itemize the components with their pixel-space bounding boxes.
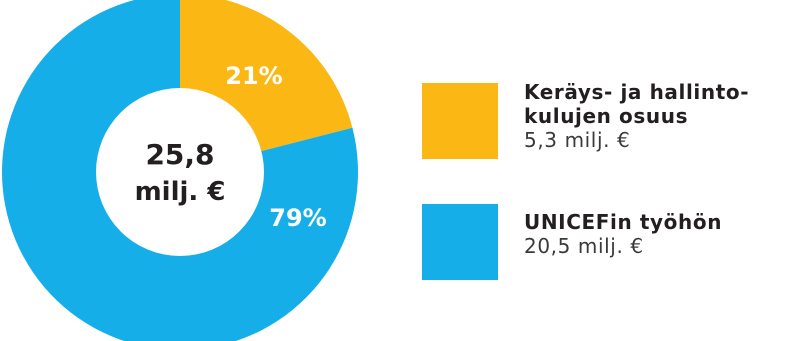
legend-swatch [422, 83, 498, 159]
donut-slice [2, 0, 358, 341]
donut-chart: 25,8 milj. € 21% 79% [2, 0, 358, 341]
legend-label: UNICEFin työhön [524, 210, 723, 234]
legend-item: Keräys- ja hallinto- kulujen osuus 5,3 m… [422, 80, 782, 200]
legend-item: UNICEFin työhön 20,5 milj. € [422, 204, 782, 324]
legend-amount: 5,3 milj. € [524, 128, 631, 152]
center-total-unit: milj. € [135, 177, 226, 207]
legend-text: Keräys- ja hallinto- kulujen osuus 5,3 m… [524, 80, 749, 152]
legend-swatch [422, 204, 498, 280]
legend-amount: 20,5 milj. € [524, 234, 644, 258]
legend-label: Keräys- ja hallinto- [524, 80, 750, 104]
donut-hole [96, 88, 264, 256]
legend: Keräys- ja hallinto- kulujen osuus 5,3 m… [422, 80, 782, 280]
slice-percent-label: 21% [225, 62, 282, 90]
slice-percent-label: 79% [269, 204, 326, 232]
legend-label: kulujen osuus [524, 104, 689, 128]
center-total-value: 25,8 [145, 138, 214, 171]
legend-text: UNICEFin työhön 20,5 milj. € [524, 210, 722, 258]
